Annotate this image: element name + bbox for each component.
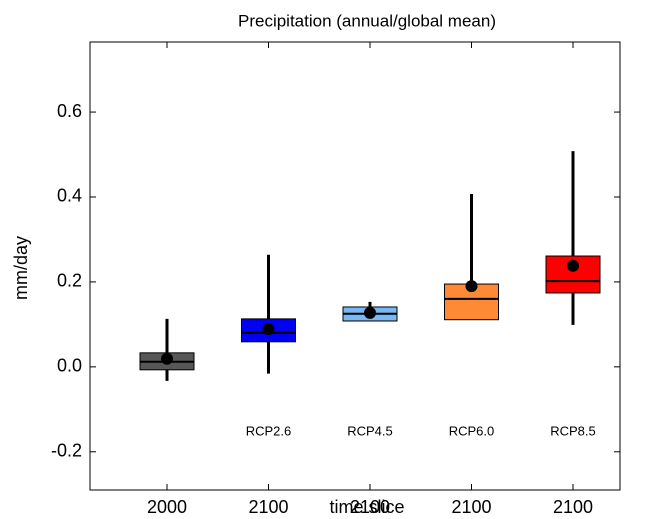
scenario-label: RCP6.0 (449, 423, 495, 438)
plot-frame (89, 41, 621, 491)
mean (364, 306, 376, 319)
scenario-label: RCP4.5 (347, 423, 393, 438)
y-tick-label: 0.0 (57, 356, 82, 376)
mean (161, 352, 173, 365)
x-tick-label: 2100 (553, 497, 593, 517)
x-tick-label: 2100 (248, 497, 288, 517)
x-tick-label: 2100 (451, 497, 491, 517)
x-tick-label: 2100 (350, 497, 390, 517)
mean (465, 280, 478, 293)
y-axis-label: mm/day (11, 236, 31, 300)
x-tick-label: 2000 (147, 497, 187, 517)
scenario-label: RCP8.5 (550, 423, 596, 438)
y-tick-label: 0.4 (57, 186, 82, 206)
y-tick-label: -0.2 (51, 441, 82, 461)
scenario-label: RCP2.6 (246, 423, 292, 438)
mean (262, 323, 275, 336)
x-axis-label: time slice (329, 497, 404, 517)
chart-title: Precipitation (annual/global mean) (238, 11, 496, 30)
y-tick-label: 0.6 (57, 101, 82, 121)
y-tick-label: 0.2 (57, 271, 82, 291)
mean (567, 259, 579, 272)
